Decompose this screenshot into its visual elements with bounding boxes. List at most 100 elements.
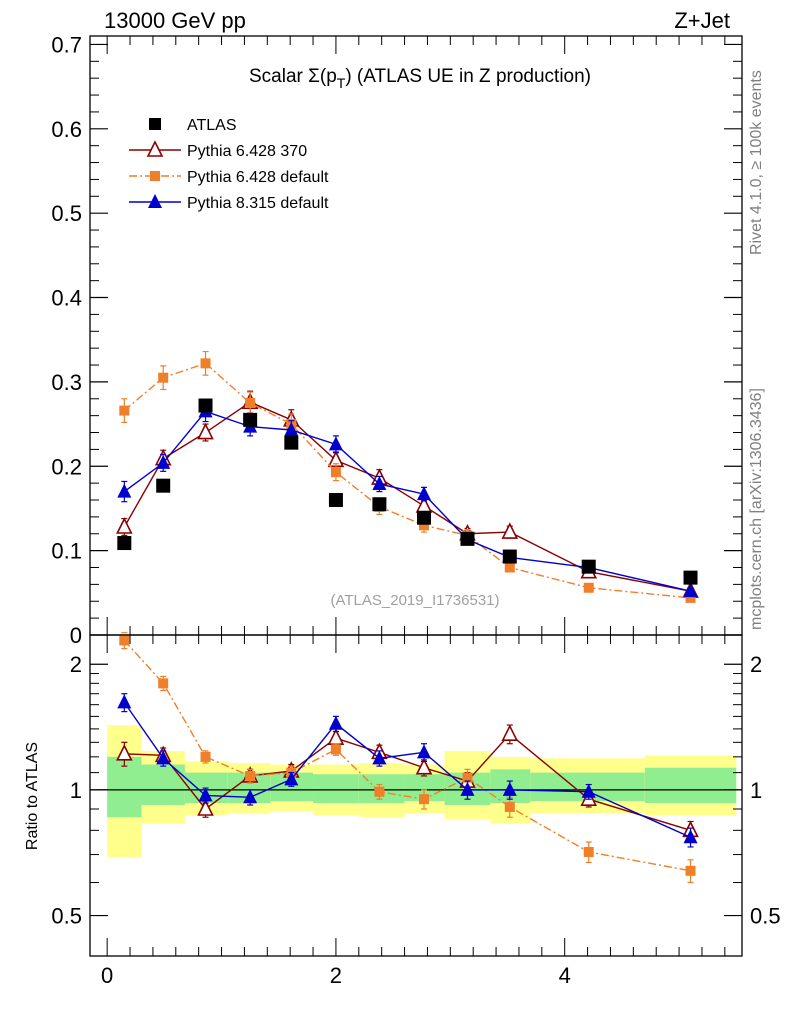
ratio-frame: [89, 634, 743, 957]
main-point-atlas: [683, 570, 698, 585]
ratio-band-inner: [141, 764, 185, 806]
ratio-point-pythia-8-315-default: [502, 781, 517, 796]
main-ytick-label: 0.7: [51, 32, 82, 57]
main-panel: 0 0.1 0.2 0.3 0.4 0.5 0.6 0.7 Scalar Σ(pT) (ATL…: [51, 32, 743, 648]
ratio-ytick-label-left: 2: [70, 652, 82, 677]
main-point-pythia-6-428-default: [119, 405, 130, 416]
ratio-series-pythia-6-428-default: [119, 632, 696, 884]
main-point-pythia-8-315-default: [117, 483, 132, 498]
main-point-pythia-6-428-default: [685, 592, 696, 603]
main-ytick-label: 0.5: [51, 201, 82, 226]
legend-label-atlas: ATLAS: [187, 117, 237, 134]
main-point-pythia-6-428-default: [419, 520, 430, 531]
legend-label-pythia-6-428-370: Pythia 6.428 370: [187, 143, 307, 160]
ratio-point-pythia-8-315-default: [460, 781, 475, 796]
legend-marker-pythia-6-428-370: [146, 140, 164, 157]
ratio-point-pythia-6-428-370: [501, 724, 519, 741]
ratio-point-pythia-6-428-default: [504, 801, 515, 812]
ratio-point-pythia-8-315-default: [198, 787, 213, 802]
main-point-pythia-6-428-default: [158, 372, 169, 383]
legend-marker-pythia-8-315-default: [148, 194, 162, 208]
ratio-xtick-label: 2: [330, 963, 342, 988]
main-point-pythia-8-315-default: [372, 475, 387, 490]
main-point-atlas: [372, 497, 387, 512]
main-series-layer: [116, 350, 699, 603]
ratio-point-pythia-6-428-default: [245, 770, 256, 781]
main-point-pythia-6-428-default: [583, 582, 594, 593]
ratio-line-pythia-8-315-default: [123, 702, 691, 838]
header-energy: 13000 GeV pp: [104, 8, 246, 33]
main-title-suffix: ) (ATLAS UE in Z production): [345, 66, 591, 87]
main-point-pythia-8-315-default: [328, 436, 343, 451]
ratio-point-pythia-6-428-default: [374, 786, 385, 797]
ratio-point-pythia-8-315-default: [372, 750, 387, 765]
main-ytick-label: 0.4: [51, 286, 82, 311]
main-point-atlas: [156, 478, 171, 493]
main-point-pythia-6-428-default: [245, 397, 256, 408]
ratio-point-pythia-6-428-default: [685, 865, 696, 876]
main-ytick-label: 0.2: [51, 454, 82, 479]
main-point-pythia-6-428-370: [116, 517, 133, 534]
ratio-point-pythia-6-428-default: [462, 772, 473, 783]
main-series-pythia-6-428-default: [119, 350, 696, 603]
header-process: Z+Jet: [674, 8, 730, 33]
main-point-atlas: [198, 398, 213, 413]
legend-marker-atlas: [149, 118, 161, 130]
ratio-point-pythia-8-315-default: [417, 744, 432, 759]
main-point-pythia-6-428-370: [501, 522, 519, 539]
ratio-ytick-label-right: 2: [750, 652, 762, 677]
main-ytick-label: 0: [70, 623, 82, 648]
main-ytick-label: 0.1: [51, 539, 82, 564]
ratio-band-inner: [313, 774, 359, 804]
ratio-ytick-label-right: 0.5: [750, 904, 781, 929]
ratio-panel: 0.5 0.5 1 1 2 2 0 2 4 Ratio to ATLAS: [24, 632, 781, 988]
ratio-point-pythia-6-428-default: [200, 751, 211, 762]
main-point-atlas: [460, 531, 475, 546]
ratio-xtick-label: 4: [559, 963, 571, 988]
main-title: Scalar Σ(pT) (ATLAS UE in Z production): [249, 66, 591, 91]
ratio-point-pythia-8-315-default: [117, 694, 132, 709]
main-point-atlas: [284, 435, 299, 450]
main-point-pythia-6-428-default: [200, 358, 211, 369]
ratio-point-pythia-8-315-default: [156, 750, 171, 765]
legend-marker-pythia-6-428-default: [150, 171, 160, 181]
analysis-watermark: (ATLAS_2019_I1736531): [330, 592, 499, 609]
ratio-point-pythia-6-428-370: [327, 728, 345, 745]
ratio-point-pythia-6-428-370: [116, 744, 133, 761]
ratio-point-pythia-6-428-370: [415, 757, 433, 775]
ratio-line-pythia-6-428-default: [123, 640, 691, 872]
main-title-prefix: Scalar Σ(p: [249, 66, 337, 87]
main-ytick-label: 0.6: [51, 117, 82, 142]
main-ticks: 0 0.1 0.2 0.3 0.4 0.5 0.6 0.7: [51, 32, 742, 648]
main-point-pythia-8-315-default: [284, 421, 299, 436]
legend-label-pythia-6-428-default: Pythia 6.428 default: [187, 169, 329, 186]
main-point-pythia-8-315-default: [156, 454, 171, 469]
ratio-point-pythia-6-428-default: [158, 678, 169, 689]
ratio-ytick-label-right: 1: [750, 778, 762, 803]
main-point-atlas: [581, 559, 596, 574]
ratio-band-inner: [644, 767, 737, 804]
main-point-pythia-6-428-370: [197, 422, 214, 440]
ratio-point-pythia-8-315-default: [581, 783, 596, 798]
legend-label-pythia-8-315-default: Pythia 8.315 default: [187, 195, 329, 212]
main-point-atlas: [417, 510, 432, 525]
main-point-atlas: [328, 493, 343, 508]
ratio-ytick-label-left: 1: [70, 778, 82, 803]
ratio-point-pythia-8-315-default: [243, 789, 258, 804]
main-line-pythia-6-428-default: [123, 362, 691, 599]
ratio-point-pythia-6-428-default: [330, 744, 341, 755]
main-ytick-label: 0.3: [51, 370, 82, 395]
main-point-pythia-8-315-default: [417, 486, 432, 501]
ratio-point-pythia-6-428-default: [119, 635, 130, 646]
main-point-pythia-6-428-default: [504, 562, 515, 573]
ratio-point-pythia-8-315-default: [284, 771, 299, 786]
main-point-pythia-8-315-default: [683, 583, 698, 598]
main-series-atlas: [117, 398, 698, 585]
ratio-point-pythia-6-428-default: [419, 794, 430, 805]
main-title-subscript: T: [337, 75, 346, 91]
ratio-ytick-label-left: 0.5: [51, 904, 82, 929]
ratio-line-pythia-6-428-370: [124, 733, 691, 832]
ratio-xtick-label: 0: [101, 963, 113, 988]
main-point-pythia-6-428-default: [330, 467, 341, 478]
